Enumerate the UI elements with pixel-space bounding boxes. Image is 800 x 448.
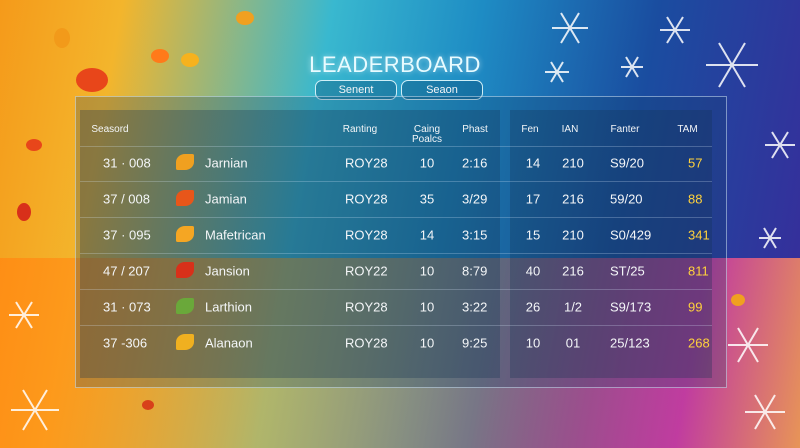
table-cell: 15 xyxy=(525,227,541,243)
row-divider xyxy=(80,181,712,182)
table-cell: 59/20 xyxy=(610,191,643,207)
row-icon xyxy=(176,226,194,242)
table-cell: 268 xyxy=(688,335,710,351)
table-cell: ROY28 xyxy=(345,335,388,351)
table-cell: 811 xyxy=(688,263,709,279)
table-cell: ROY28 xyxy=(345,299,388,315)
column-header: Caing Poalcs xyxy=(411,124,442,145)
table-cell: 216 xyxy=(562,191,584,207)
table-cell: 17 xyxy=(525,191,541,207)
table-cell: 37 · 095 xyxy=(103,227,151,243)
table-cell: 14 xyxy=(525,155,541,171)
table-cell: 9:25 xyxy=(462,335,488,351)
table-cell: 3:15 xyxy=(462,227,488,243)
table-cell: 341 xyxy=(688,227,710,243)
table-cell: 10 xyxy=(419,263,435,279)
column-header: IAN xyxy=(561,124,579,135)
table-cell: ROY28 xyxy=(345,191,388,207)
table-cell: S0/429 xyxy=(610,227,652,243)
table-cell: 1/2 xyxy=(563,299,583,315)
table-cell: 10 xyxy=(419,155,435,171)
row-icon xyxy=(176,298,194,314)
snowflakes xyxy=(9,12,795,431)
row-divider xyxy=(80,217,712,218)
table-cell: ROY22 xyxy=(345,263,388,279)
row-icon xyxy=(176,334,194,350)
row-icon xyxy=(176,190,194,206)
row-divider xyxy=(80,146,712,147)
table-cell: Mafetrican xyxy=(205,227,266,243)
table-cell: 37 -306 xyxy=(103,335,148,351)
row-divider xyxy=(80,253,712,254)
row-icon xyxy=(176,154,194,170)
table-cell: 210 xyxy=(562,227,584,243)
column-header: Seasord xyxy=(91,124,129,135)
table-cell: Larthion xyxy=(205,299,252,315)
table-cell: 88 xyxy=(688,191,703,207)
table-cell: S9/173 xyxy=(610,299,652,315)
column-header: Phast xyxy=(462,124,488,135)
table-cell: Jamian xyxy=(205,191,247,207)
table-cell: ROY28 xyxy=(345,155,388,171)
table-cell: S9/20 xyxy=(610,155,644,171)
background-glow xyxy=(0,258,800,448)
table-cell: 216 xyxy=(562,263,584,279)
table-cell: 31 · 073 xyxy=(103,299,151,315)
table-cell: 2:16 xyxy=(462,155,488,171)
table-cell: 31 · 008 xyxy=(103,155,151,171)
table-cell: 210 xyxy=(562,155,584,171)
column-header: Fanter xyxy=(610,124,640,135)
table-cell: 57 xyxy=(688,155,703,171)
table-cell: 35 xyxy=(419,191,435,207)
table-cell: ST/25 xyxy=(610,263,645,279)
row-divider xyxy=(80,325,712,326)
left-section xyxy=(80,110,500,378)
table-cell: ROY28 xyxy=(345,227,388,243)
table-cell: 10 xyxy=(525,335,541,351)
table-cell: 01 xyxy=(565,335,581,351)
tab[interactable]: Senent xyxy=(315,80,397,100)
table-cell: 26 xyxy=(525,299,541,315)
column-header: Ranting xyxy=(342,124,378,135)
row-icon xyxy=(176,262,194,278)
table-cell: Jarnian xyxy=(205,155,248,171)
column-header: TAM xyxy=(677,124,698,135)
table-cell: 25/123 xyxy=(610,335,650,351)
table-cell: 37 / 008 xyxy=(103,191,150,207)
leaves xyxy=(17,11,745,410)
table-cell: 99 xyxy=(688,299,703,315)
row-divider xyxy=(80,289,712,290)
table-cell: 3/29 xyxy=(462,191,488,207)
table-cell: Alanaon xyxy=(205,335,253,351)
tab[interactable]: Seaon xyxy=(401,80,483,100)
right-section xyxy=(510,110,712,378)
table-cell: 8:79 xyxy=(462,263,488,279)
table-cell: Jansion xyxy=(205,263,250,279)
table-cell: 10 xyxy=(419,335,435,351)
table-cell: 14 xyxy=(419,227,435,243)
table-cell: 40 xyxy=(525,263,541,279)
title: LEADERBOARD xyxy=(309,52,481,77)
table-cell: 47 / 207 xyxy=(103,263,150,279)
table-cell: 10 xyxy=(419,299,435,315)
table-cell: 3:22 xyxy=(462,299,488,315)
column-header: Fen xyxy=(521,124,539,135)
